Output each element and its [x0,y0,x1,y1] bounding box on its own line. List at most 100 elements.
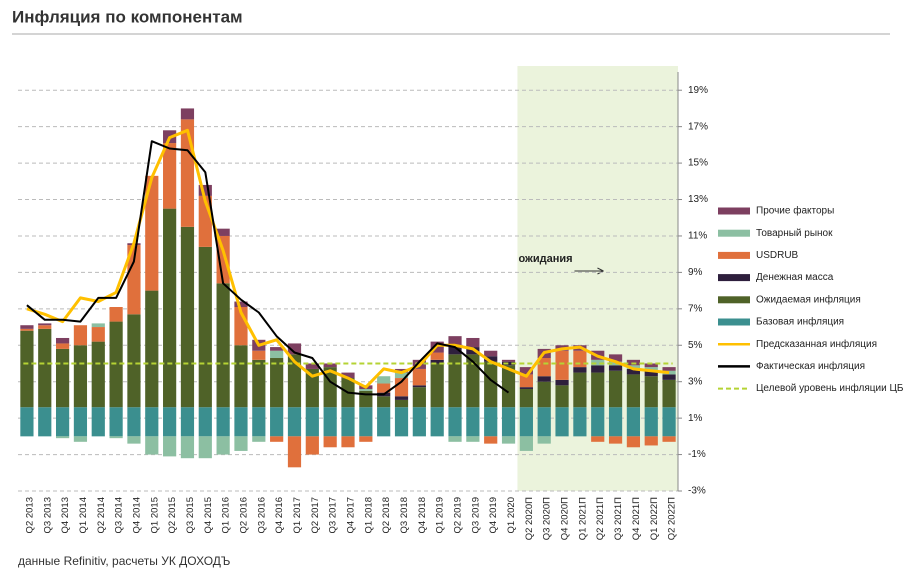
y-tick-label: 9% [688,267,703,278]
bar-segment [537,381,551,408]
bar-segment [252,407,266,437]
bar-segment [341,436,355,448]
bar-segment [377,376,391,384]
bar-segment [216,283,230,408]
x-tick-label: Q2 2018 [381,497,392,533]
y-tick-label: 17% [688,121,708,132]
x-tick-label: Q2 2017 [310,497,321,533]
bar-segment [608,370,623,408]
bar-segment [644,407,658,437]
bar-segment [163,208,177,408]
bar-segment [412,368,426,386]
bar-segment [377,383,391,393]
bar-segment [484,350,498,357]
bar-segment [145,290,159,408]
x-tick-label: Q3 2013 [42,497,53,533]
bar-segment [20,328,34,331]
bar-segment [555,379,569,386]
bar-segment [323,407,337,437]
x-tick-label: Q4 2013 [60,497,71,533]
x-tick-label: Q4 2015 [203,497,214,533]
y-tick-label: 7% [688,303,703,314]
legend-label: Денежная масса [756,272,834,283]
bar-segment [501,436,516,444]
bar-segment [519,387,533,389]
x-tick-label: Q2 2013 [24,497,35,533]
bar-segment [73,345,88,408]
x-tick-label: Q2 2020П [524,497,535,540]
bar-segment [287,436,302,468]
page-title: Инфляция по компонентам [12,7,243,26]
bar-segment [252,359,266,408]
bar-segment [501,407,516,437]
bar-segment [216,407,230,437]
bar-segment [20,407,34,437]
bar-segment [644,376,658,408]
bar-segment [573,350,587,368]
legend-swatch [718,251,750,259]
bar-segment [626,365,641,369]
y-tick-label: 15% [688,158,708,169]
x-tick-label: Q2 2022П [667,497,678,540]
legend-swatch [718,229,750,237]
bar-segment [287,407,302,437]
legend-label: Товарный рынок [756,228,833,239]
bar-segment [127,407,141,437]
legend-label: Предсказанная инфляция [756,338,877,350]
legend-label: Прочие факторы [756,205,834,217]
bar-segment [287,354,302,408]
bar-segment [448,407,462,437]
x-tick-label: Q3 2017 [328,497,339,533]
bar-segment [626,407,641,437]
bar-segment [270,347,284,351]
bar-segment [662,379,676,408]
bar-segment [644,367,658,371]
x-tick-label: Q3 2015 [185,497,196,533]
bar-segment [537,376,551,382]
bar-segment [466,347,480,355]
bar-segment [591,365,605,373]
bar-segment [305,436,319,455]
x-tick-label: Q1 2016 [221,497,232,533]
x-tick-label: Q1 2021П [577,497,588,540]
bar-segment [73,325,88,346]
bar-segment [73,436,88,442]
bar-segment [38,325,52,329]
bar-segment [127,245,141,315]
bar-segment [323,363,337,368]
bar-segment [394,372,409,379]
bar-segment [412,387,426,408]
x-tick-label: Q4 2017 [346,497,357,533]
bar-segment [38,328,52,408]
bar-segment [109,407,123,437]
x-tick-label: Q1 2015 [149,497,160,533]
line-series [26,140,510,396]
bar-segment [55,343,70,349]
legend-swatch [718,207,750,215]
bar-segment [626,368,641,375]
bar-segment [448,345,462,355]
bar-segment [252,436,266,442]
x-tick-label: Q3 2021П [613,497,624,540]
bar-segment [448,336,462,346]
bar-segment [608,407,623,437]
bar-segment [55,348,70,408]
bar-segment [484,356,498,362]
bar-segment [252,350,266,360]
legend-label: Целевой уровень инфляции ЦБ [756,382,904,394]
bar-segment [430,359,444,364]
bar-segment [323,436,337,448]
bar-segment [270,407,284,437]
bar-segment [466,354,480,408]
bar-segment [234,407,248,437]
bar-segment [430,407,444,437]
bar-segment [573,407,587,437]
x-tick-label: Q2 2016 [238,497,249,533]
bar-segment [555,350,569,380]
y-tick-label: 1% [688,413,703,424]
legend-label: Ожидаемая инфляция [756,293,861,305]
bar-segment [644,436,658,446]
bar-segment [377,407,391,437]
annotation: ожидания [518,253,572,265]
